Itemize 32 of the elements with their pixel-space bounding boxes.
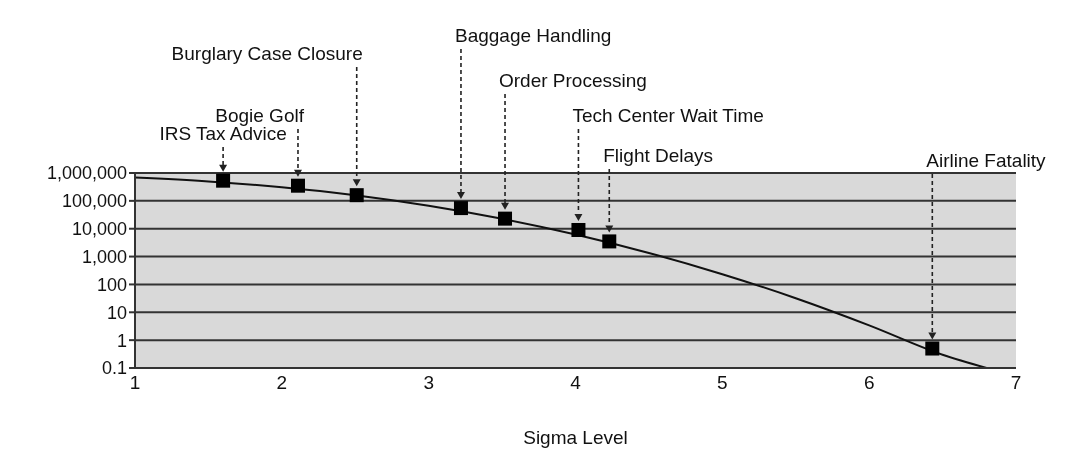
x-tick-label: 6 (863, 372, 875, 394)
text: Bogie Golf (215, 104, 305, 126)
point (453, 201, 468, 216)
text: Order Processing (499, 69, 647, 91)
y-tick-label: 10,000 (71, 219, 127, 240)
y-tick-label: 100,000 (61, 191, 127, 212)
y-tick-label: 1 (116, 330, 127, 351)
point (498, 211, 513, 226)
y-tick-label: 1,000 (81, 246, 127, 267)
x-tick-label: 5 (717, 372, 728, 394)
point (602, 234, 617, 249)
x-tick-label: 4 (570, 372, 582, 394)
point (290, 178, 305, 193)
x-tick-label: 7 (1010, 372, 1022, 394)
text: Baggage Handling (454, 24, 612, 46)
x-axis-title: Sigma Level (523, 427, 628, 448)
y-tick-label: 1,000,000 (46, 163, 127, 184)
line-series (135, 176, 988, 368)
text: Airline Fatality (926, 149, 1047, 171)
point (216, 173, 231, 188)
y-tick-label: 0.1 (101, 358, 127, 379)
x-tick-label: 1 (129, 372, 141, 394)
y-tick-label: 100 (96, 274, 127, 295)
x-tick-label: 2 (276, 372, 288, 394)
text: Burglary Case Closure (171, 42, 363, 64)
point (925, 341, 940, 356)
text: Flight Delays (603, 144, 714, 166)
y-tick-label: 10 (106, 302, 127, 323)
point (571, 222, 586, 237)
point (349, 188, 364, 203)
text: Tech Center Wait Time (572, 104, 764, 126)
x-tick-label: 3 (423, 372, 434, 394)
